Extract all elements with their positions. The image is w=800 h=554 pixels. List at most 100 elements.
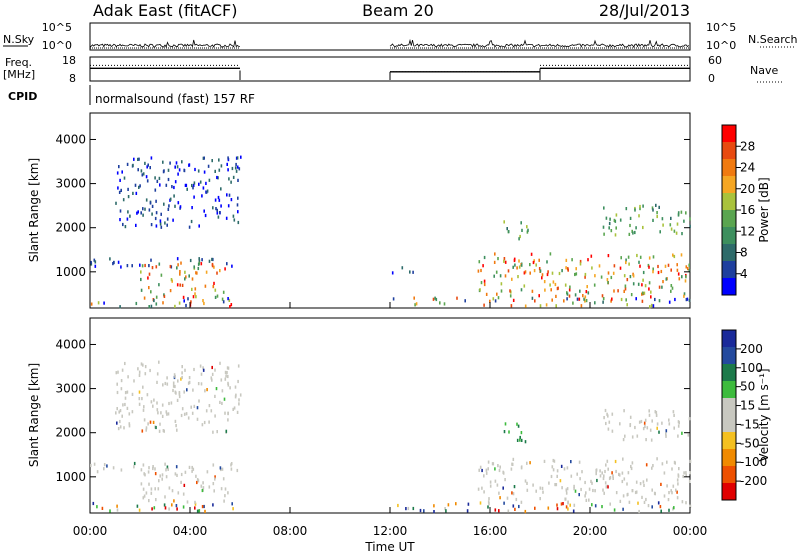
echo-cell	[168, 486, 171, 490]
power-colorbar-swatch-4	[722, 193, 736, 211]
echo-cell	[192, 295, 195, 299]
echo-cell	[155, 425, 157, 430]
echo-cell	[512, 504, 515, 508]
echo-cell	[682, 474, 684, 479]
echo-cell	[623, 477, 626, 481]
echo-cell	[655, 413, 658, 417]
velocity-colorbar-swatch-0	[722, 330, 736, 348]
echo-cell	[433, 504, 435, 508]
time-axis-label: Time UT	[364, 540, 415, 554]
echo-cell	[154, 176, 156, 180]
echo-cell	[133, 157, 135, 161]
echo-cell	[685, 211, 687, 215]
echo-cell	[670, 216, 672, 220]
echo-cell	[511, 491, 513, 495]
echo-cell	[625, 260, 627, 265]
echo-cell	[168, 401, 170, 406]
echo-cell	[187, 297, 189, 301]
echo-cell	[162, 160, 164, 164]
power-panel: 1000 2000 3000 4000 Slant Range [km]	[27, 112, 691, 309]
echo-cell	[177, 201, 180, 205]
echo-cell	[219, 466, 222, 470]
echo-cell	[193, 181, 196, 185]
echo-cell	[651, 488, 653, 492]
echo-cell	[496, 292, 498, 296]
echo-cell	[524, 440, 527, 444]
echo-cell	[126, 264, 129, 268]
echo-cell	[611, 297, 613, 301]
nave-label: Nave	[750, 64, 778, 77]
echo-cell	[179, 205, 182, 209]
echo-cell	[650, 303, 653, 307]
echo-cell	[230, 462, 233, 466]
echo-cell	[511, 277, 513, 281]
echo-cell	[200, 382, 203, 386]
echo-cell	[157, 411, 159, 415]
echo-cell	[607, 485, 609, 489]
echo-cell	[652, 208, 654, 212]
echo-cell	[201, 258, 203, 262]
echo-cell	[124, 396, 127, 400]
echo-cell	[205, 190, 208, 194]
echo-cell	[533, 259, 535, 263]
echo-cell	[412, 506, 415, 511]
echo-cell	[176, 283, 179, 287]
echo-cell	[607, 427, 610, 431]
echo-cell	[508, 430, 510, 434]
echo-cell	[489, 299, 491, 303]
echo-cell	[201, 194, 203, 198]
echo-cell	[90, 463, 92, 468]
echo-cell	[626, 482, 628, 486]
echo-cell	[157, 487, 160, 491]
echo-cell	[196, 406, 199, 410]
echo-cell	[513, 485, 516, 489]
echo-cell	[554, 483, 556, 487]
echo-cell	[106, 464, 108, 468]
echo-cell	[591, 503, 593, 507]
echo-cell	[565, 258, 568, 262]
echo-cell	[529, 461, 531, 465]
echo-cell	[145, 428, 147, 432]
echo-cell	[126, 162, 129, 166]
echo-cell	[164, 381, 167, 386]
echo-cell	[159, 222, 162, 226]
echo-cell	[676, 478, 679, 482]
echo-cell	[151, 266, 154, 270]
echo-cell	[120, 188, 122, 192]
power-colorbar-tick-label-3: 16	[740, 203, 755, 217]
echo-cell	[610, 229, 613, 233]
echo-cell	[637, 282, 640, 286]
echo-cell	[655, 203, 657, 207]
echo-cell	[177, 491, 180, 495]
echo-cell	[128, 424, 131, 428]
echo-cell	[654, 410, 657, 414]
echo-cell	[213, 265, 215, 269]
echo-cell	[602, 225, 605, 229]
echo-cell	[689, 224, 691, 228]
echo-cell	[148, 482, 150, 486]
echo-cell	[509, 289, 511, 293]
echo-cell	[560, 464, 563, 468]
echo-cell	[220, 487, 223, 491]
echo-cell	[611, 412, 614, 416]
velocity-colorbar-frame	[721, 329, 737, 501]
velocity-colorbar-swatch-8	[722, 466, 736, 484]
echo-cell	[188, 376, 191, 380]
echo-cell	[552, 458, 555, 463]
echo-cell	[494, 467, 496, 471]
velocity-colorbar-tick-label-0: 200	[740, 342, 763, 356]
echo-cell	[200, 484, 203, 488]
echo-cell	[174, 165, 176, 169]
cpid-value: normalsound (fast) 157 RF	[95, 92, 255, 106]
echo-cell	[584, 299, 586, 303]
echo-cell	[142, 463, 145, 467]
nsky-label: N.Sky	[3, 33, 35, 46]
echo-cell	[549, 252, 552, 256]
echo-cell	[94, 264, 97, 268]
echo-cell	[556, 474, 558, 478]
echo-cell	[673, 506, 675, 510]
echo-cell	[175, 465, 178, 469]
echo-cell	[177, 263, 179, 267]
echo-cell	[135, 191, 138, 195]
echo-cell	[512, 457, 515, 461]
